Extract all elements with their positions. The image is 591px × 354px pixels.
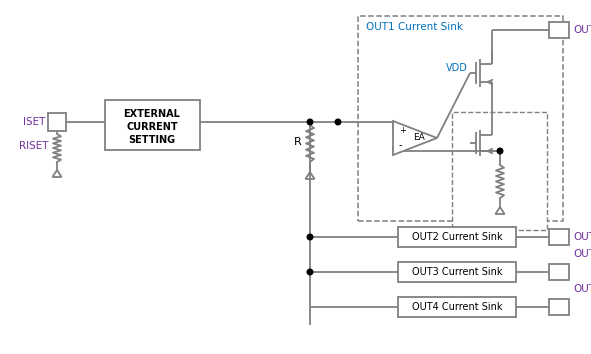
Text: OUT1 Current Sink: OUT1 Current Sink [366, 22, 463, 32]
Bar [105, 100, 200, 150]
Bar [48, 113, 66, 131]
Polygon shape [393, 121, 437, 155]
Bar [398, 262, 516, 282]
Text: OUT2 Current Sink: OUT2 Current Sink [412, 232, 502, 242]
Bar [452, 112, 547, 230]
Bar [549, 22, 569, 38]
Bar [549, 299, 569, 315]
Text: CURRENT: CURRENT [126, 122, 178, 132]
Text: EXTERNAL: EXTERNAL [124, 109, 180, 119]
Text: EA: EA [413, 133, 425, 143]
Text: +: + [399, 126, 406, 135]
Circle shape [307, 269, 313, 275]
Text: ISET: ISET [22, 117, 45, 127]
Text: VDD: VDD [446, 63, 468, 73]
Text: OUT3: OUT3 [573, 249, 591, 259]
Bar [549, 229, 569, 245]
Circle shape [307, 234, 313, 240]
Bar [398, 297, 516, 317]
Text: SETTING: SETTING [128, 135, 176, 145]
Text: OUT2: OUT2 [573, 232, 591, 242]
Text: -: - [399, 141, 402, 150]
Text: OUT4: OUT4 [573, 284, 591, 294]
Bar [358, 16, 563, 221]
Circle shape [497, 148, 503, 154]
Circle shape [307, 119, 313, 125]
Text: R: R [294, 137, 302, 147]
Bar [398, 227, 516, 247]
Text: OUT3 Current Sink: OUT3 Current Sink [412, 267, 502, 277]
Bar [549, 264, 569, 280]
Text: RISET: RISET [20, 141, 49, 151]
Text: OUT4 Current Sink: OUT4 Current Sink [412, 302, 502, 312]
Text: OUT1: OUT1 [573, 25, 591, 35]
Circle shape [335, 119, 341, 125]
